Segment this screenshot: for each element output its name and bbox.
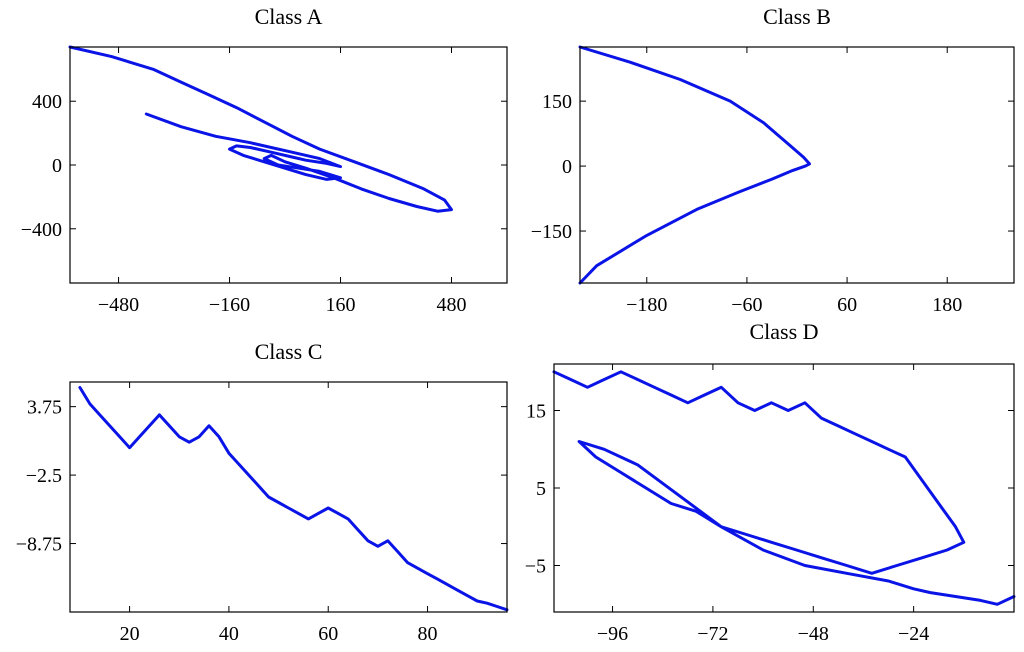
- y-tick-label: −5: [525, 556, 546, 578]
- y-tick-label: 0: [562, 156, 572, 178]
- x-tick-label: 40: [219, 623, 239, 645]
- x-tick-label: 80: [418, 623, 438, 645]
- y-tick-label: −400: [21, 219, 62, 241]
- series-line: [68, 45, 453, 213]
- x-tick-label: 20: [120, 623, 140, 645]
- y-tick-label: 5: [536, 478, 546, 500]
- chart-title: Class A: [255, 4, 323, 29]
- y-tick-label: −150: [531, 221, 572, 243]
- y-tick-label: 150: [542, 91, 572, 113]
- x-tick-label: −480: [98, 294, 139, 316]
- panel-class-d: Class D −96 −72 −48 −24 −5 5 15: [525, 319, 1016, 645]
- y-tick-label: −2.5: [26, 465, 62, 487]
- plot-frame: [553, 363, 1015, 613]
- chart-title: Class B: [763, 4, 831, 29]
- y-tick-label: 400: [32, 91, 62, 113]
- series-line: [78, 386, 509, 612]
- chart-title: Class C: [255, 339, 323, 364]
- y-tick-label: 3.75: [27, 397, 62, 419]
- x-tick-label: −160: [209, 294, 250, 316]
- x-tick-label: 160: [326, 294, 356, 316]
- x-tick-label: −72: [697, 623, 728, 645]
- y-tick-label: −8.75: [16, 534, 62, 556]
- x-tick-label: −48: [798, 623, 829, 645]
- panel-class-a: Class A −480 −160 160 480 −400 0 400: [21, 4, 508, 316]
- series-line: [578, 45, 811, 285]
- x-tick-label: 480: [437, 294, 467, 316]
- plot-frame: [69, 381, 508, 613]
- series-line: [552, 370, 1016, 606]
- panel-class-c: Class C 20 40 60 80 −8.75 −2.5 3.75: [16, 339, 509, 645]
- plot-frame: [69, 46, 508, 284]
- y-tick-label: 0: [52, 155, 62, 177]
- x-tick-label: −60: [731, 294, 762, 316]
- plot-frame: [579, 46, 1015, 284]
- x-tick-label: 60: [318, 623, 338, 645]
- x-tick-label: −24: [898, 623, 929, 645]
- panel-class-b: Class B −180 −60 60 180 −150 0 150: [531, 4, 1015, 316]
- x-tick-label: 60: [837, 294, 857, 316]
- x-tick-label: 180: [932, 294, 962, 316]
- x-tick-label: −96: [597, 623, 628, 645]
- y-tick-label: 15: [526, 401, 546, 423]
- x-tick-label: −180: [626, 294, 667, 316]
- chart-title: Class D: [749, 319, 818, 344]
